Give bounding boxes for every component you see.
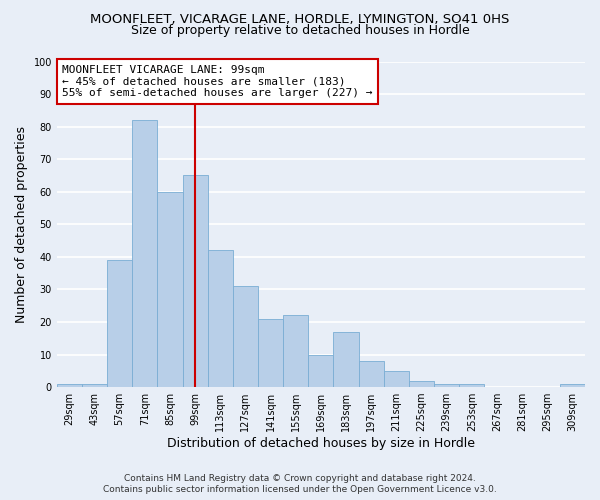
Bar: [334, 332, 359, 387]
Bar: [82, 384, 107, 387]
Bar: [560, 384, 585, 387]
Bar: [233, 286, 258, 387]
Y-axis label: Number of detached properties: Number of detached properties: [15, 126, 28, 323]
Bar: [308, 354, 334, 387]
Bar: [182, 176, 208, 387]
Bar: [359, 361, 384, 387]
Text: Contains HM Land Registry data © Crown copyright and database right 2024.
Contai: Contains HM Land Registry data © Crown c…: [103, 474, 497, 494]
Bar: [434, 384, 459, 387]
Text: Size of property relative to detached houses in Hordle: Size of property relative to detached ho…: [131, 24, 469, 37]
Bar: [459, 384, 484, 387]
Bar: [132, 120, 157, 387]
X-axis label: Distribution of detached houses by size in Hordle: Distribution of detached houses by size …: [167, 437, 475, 450]
Bar: [157, 192, 182, 387]
Bar: [107, 260, 132, 387]
Bar: [57, 384, 82, 387]
Bar: [208, 250, 233, 387]
Text: MOONFLEET, VICARAGE LANE, HORDLE, LYMINGTON, SO41 0HS: MOONFLEET, VICARAGE LANE, HORDLE, LYMING…: [91, 12, 509, 26]
Bar: [409, 380, 434, 387]
Bar: [283, 316, 308, 387]
Text: MOONFLEET VICARAGE LANE: 99sqm
← 45% of detached houses are smaller (183)
55% of: MOONFLEET VICARAGE LANE: 99sqm ← 45% of …: [62, 65, 373, 98]
Bar: [258, 318, 283, 387]
Bar: [384, 371, 409, 387]
